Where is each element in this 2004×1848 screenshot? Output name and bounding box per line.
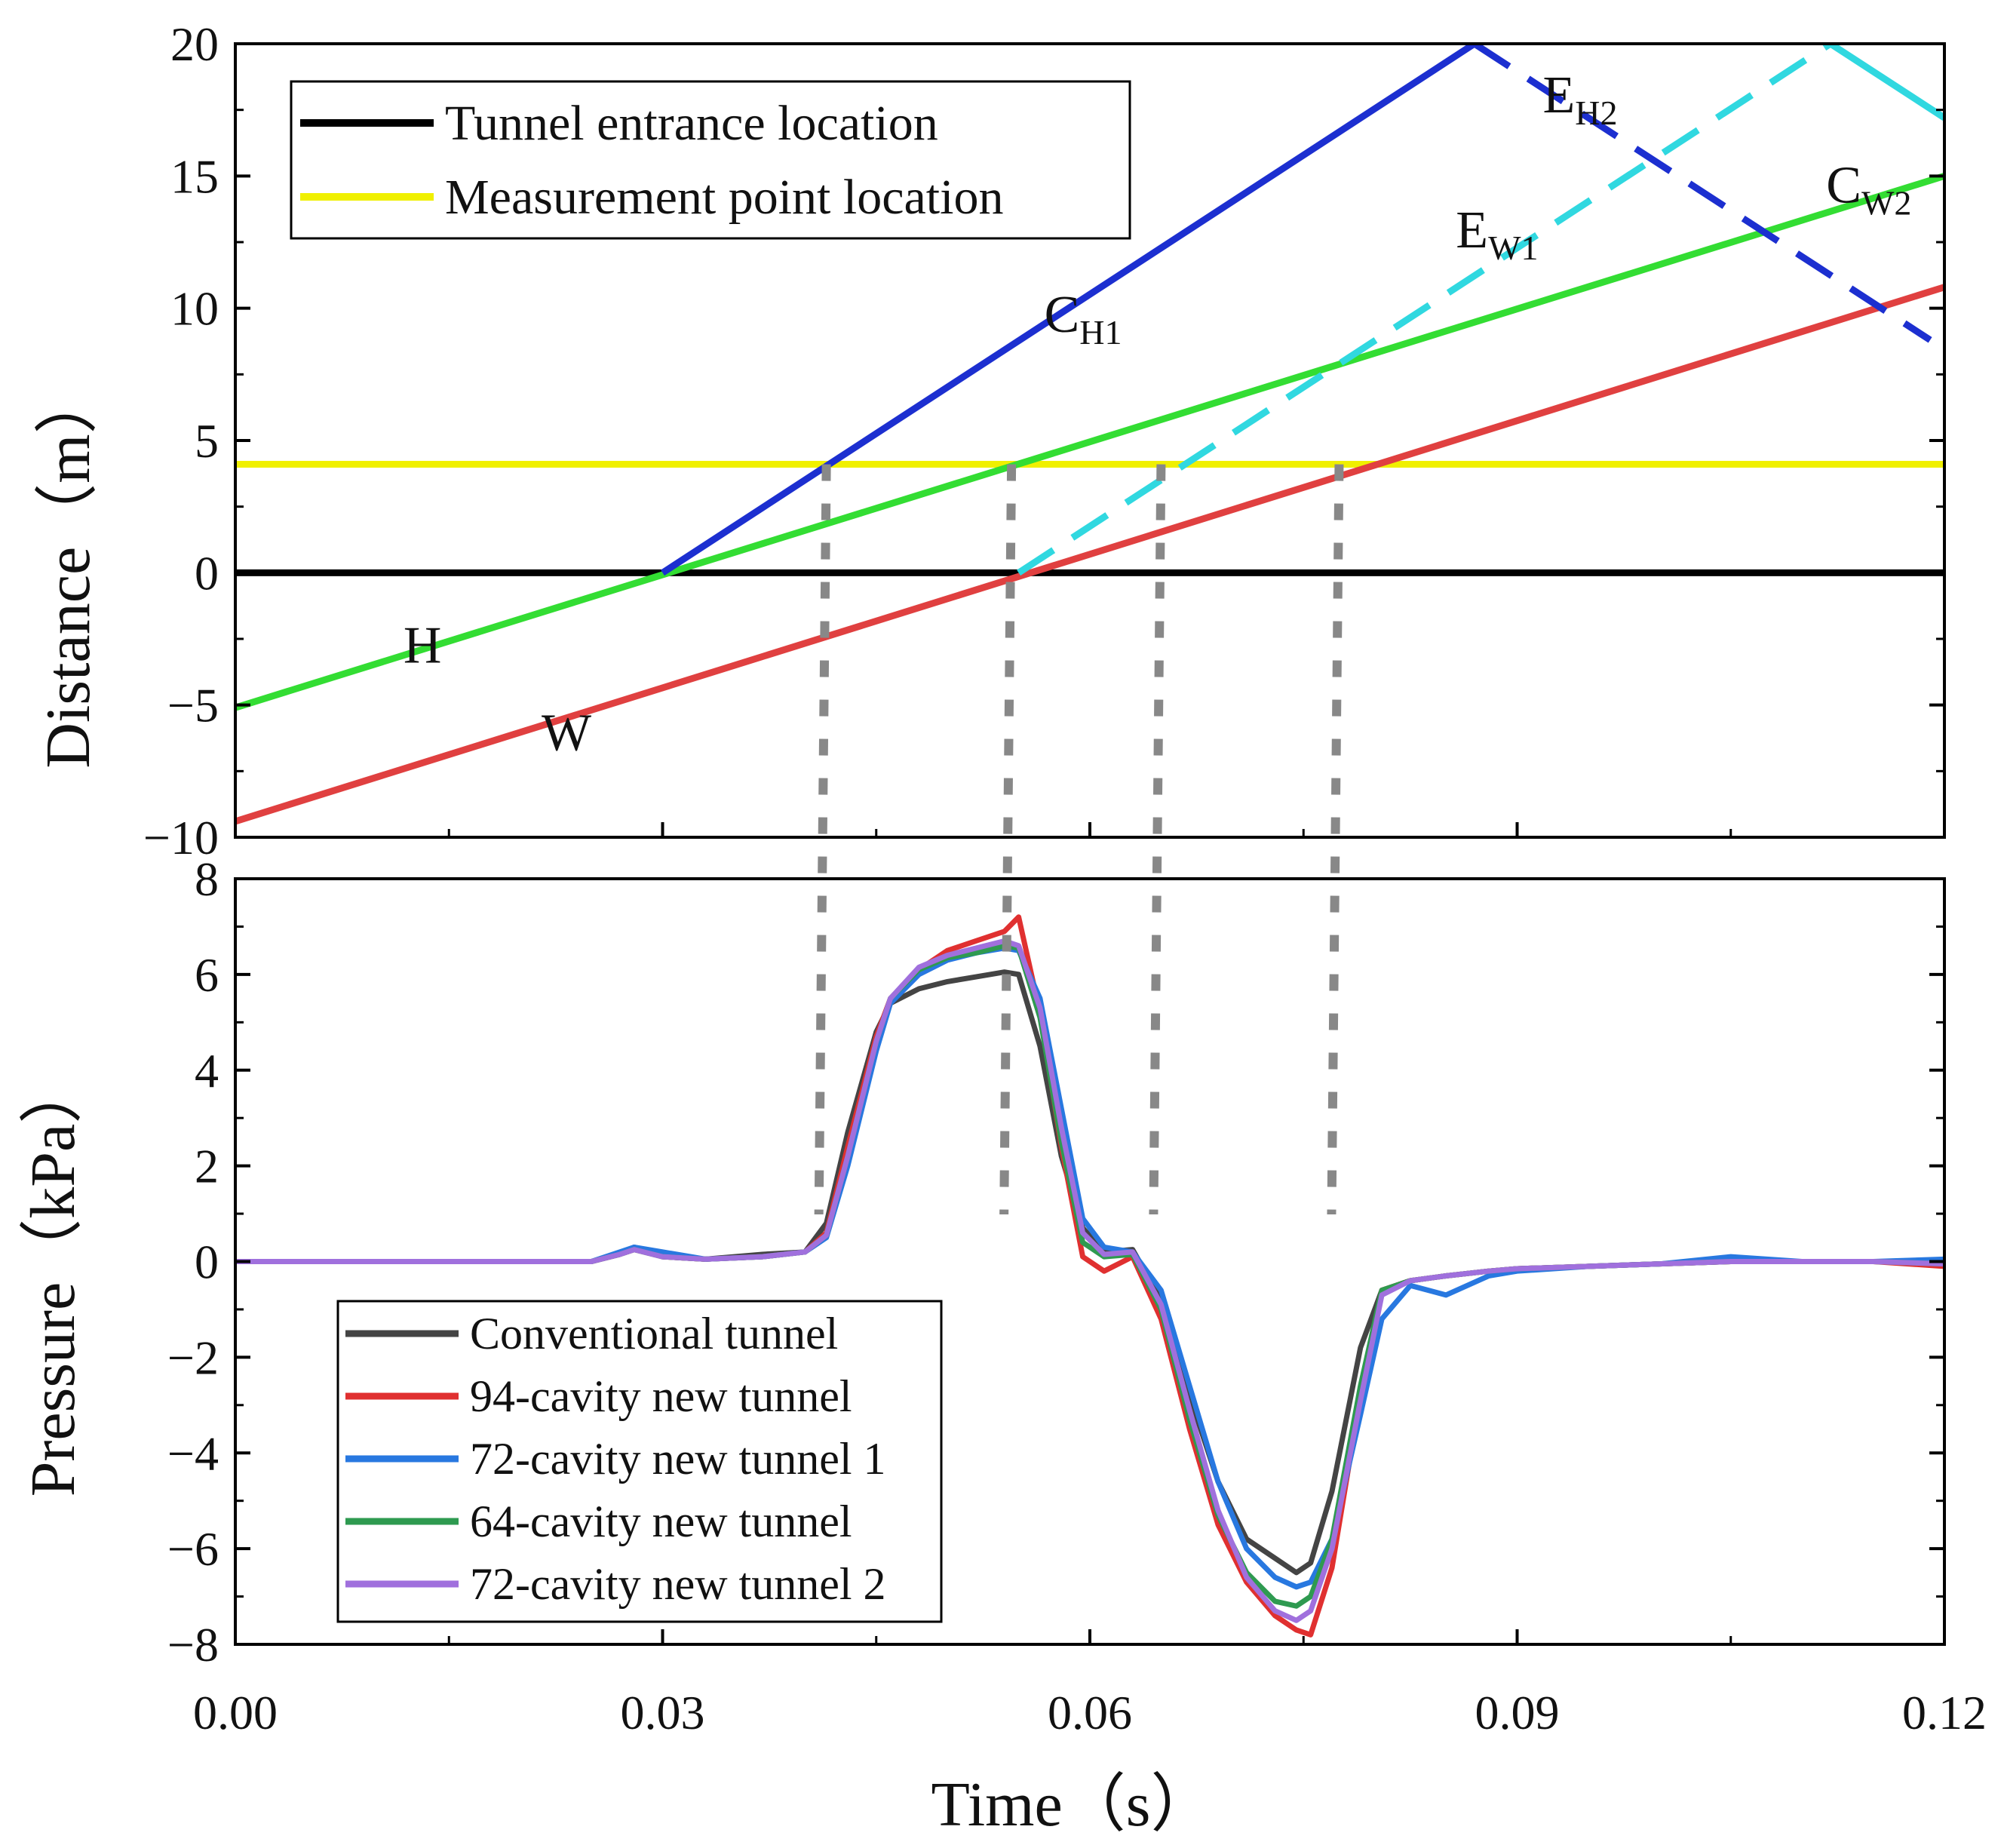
- distance-line-5: [661, 44, 1477, 576]
- pressure-xtick-label: 0.12: [1902, 1686, 1987, 1739]
- pressure-axis-title: Pressure（kPa）: [18, 1061, 88, 1497]
- pressure-ytick-label: 8: [195, 852, 219, 906]
- wave-label-h: H: [404, 617, 442, 675]
- pressure-ytick-label: −6: [167, 1522, 219, 1576]
- distance-ytick-label: 20: [170, 17, 219, 71]
- distance-ytick-label: 0: [195, 546, 219, 600]
- distance-line-6: [1472, 44, 1932, 343]
- distance-legend-label-1: Tunnel entrance location: [445, 96, 938, 151]
- time-axis-title: Time（s）: [931, 1770, 1214, 1840]
- distance-legend-box: [290, 80, 1131, 240]
- pressure-ytick-label: −2: [167, 1331, 219, 1384]
- distance-ytick-label: −10: [143, 811, 219, 864]
- distance-line-3: [235, 173, 1944, 711]
- pressure-ytick-label: 2: [195, 1140, 219, 1193]
- vertical-marker-4: [1327, 464, 1344, 1215]
- pressure-ytick-label: 4: [195, 1044, 219, 1097]
- distance-ytick-label: 10: [170, 282, 219, 336]
- distance-ytick-label: 5: [195, 414, 219, 468]
- wave-label-cw2: CW2: [1826, 156, 1911, 222]
- pressure-xtick-label: 0.09: [1475, 1686, 1560, 1739]
- axis-titles: Distance（m） Pressure（kPa） Time（s）: [18, 370, 1214, 1840]
- distance-line-4: [235, 284, 1944, 825]
- distance-axis-title: Distance（m）: [33, 370, 103, 768]
- wave-label-subscript: W1: [1488, 229, 1538, 267]
- wave-label-subscript: H2: [1575, 94, 1617, 132]
- pressure-xtick-label: 0.06: [1048, 1686, 1132, 1739]
- vertical-marker-3: [1149, 464, 1166, 1215]
- distance-ytick-label: −5: [167, 679, 219, 732]
- pressure-xtick-label: 0.00: [193, 1686, 278, 1739]
- distance-line-8: [1828, 44, 1944, 121]
- distance-legend: Tunnel entrance location Measurement poin…: [290, 80, 1131, 240]
- pressure-panel: −8 −6 −4 −2 0 2 4 6 8 0.00 0.03 0.06 0.09 0.12 Convent…: [167, 852, 1987, 1739]
- distance-ytick-label: 15: [170, 149, 219, 203]
- wave-label-subscript: H1: [1079, 313, 1122, 351]
- pressure-legend-label-1: Conventional tunnel: [470, 1309, 838, 1358]
- wave-label-ew1: EW1: [1456, 201, 1538, 267]
- pressure-xtick-label: 0.03: [621, 1686, 705, 1739]
- vertical-marker-2: [999, 464, 1017, 1215]
- distance-lines: [235, 44, 1944, 825]
- pressure-legend-label-2: 94-cavity new tunnel: [470, 1371, 852, 1421]
- vertical-marker-1: [814, 464, 831, 1215]
- pressure-ytick-label: −4: [167, 1426, 219, 1480]
- wave-label-eh2: EH2: [1542, 66, 1617, 132]
- distance-legend-label-2: Measurement point location: [445, 170, 1003, 225]
- pressure-legend-label-5: 72-cavity new tunnel 2: [470, 1559, 886, 1609]
- pressure-legend-label-3: 72-cavity new tunnel 1: [470, 1434, 886, 1484]
- pressure-legend-label-4: 64-cavity new tunnel: [470, 1497, 852, 1546]
- pressure-lines: [235, 914, 1945, 1638]
- pressure-legend: Conventional tunnel 94-cavity new tunnel 7…: [336, 1300, 943, 1623]
- wave-label-w: W: [542, 704, 591, 762]
- pressure-ytick-label: 0: [195, 1236, 219, 1289]
- distance-line-7: [1017, 44, 1833, 576]
- pressure-series-72-cavity-new-tunnel-2: [235, 938, 1945, 1623]
- pressure-ytick-label: 6: [195, 948, 219, 1002]
- vertical-marker-lines: [814, 464, 1344, 1215]
- wave-label-subscript: W2: [1861, 183, 1911, 222]
- pressure-ytick-label: −8: [167, 1618, 219, 1671]
